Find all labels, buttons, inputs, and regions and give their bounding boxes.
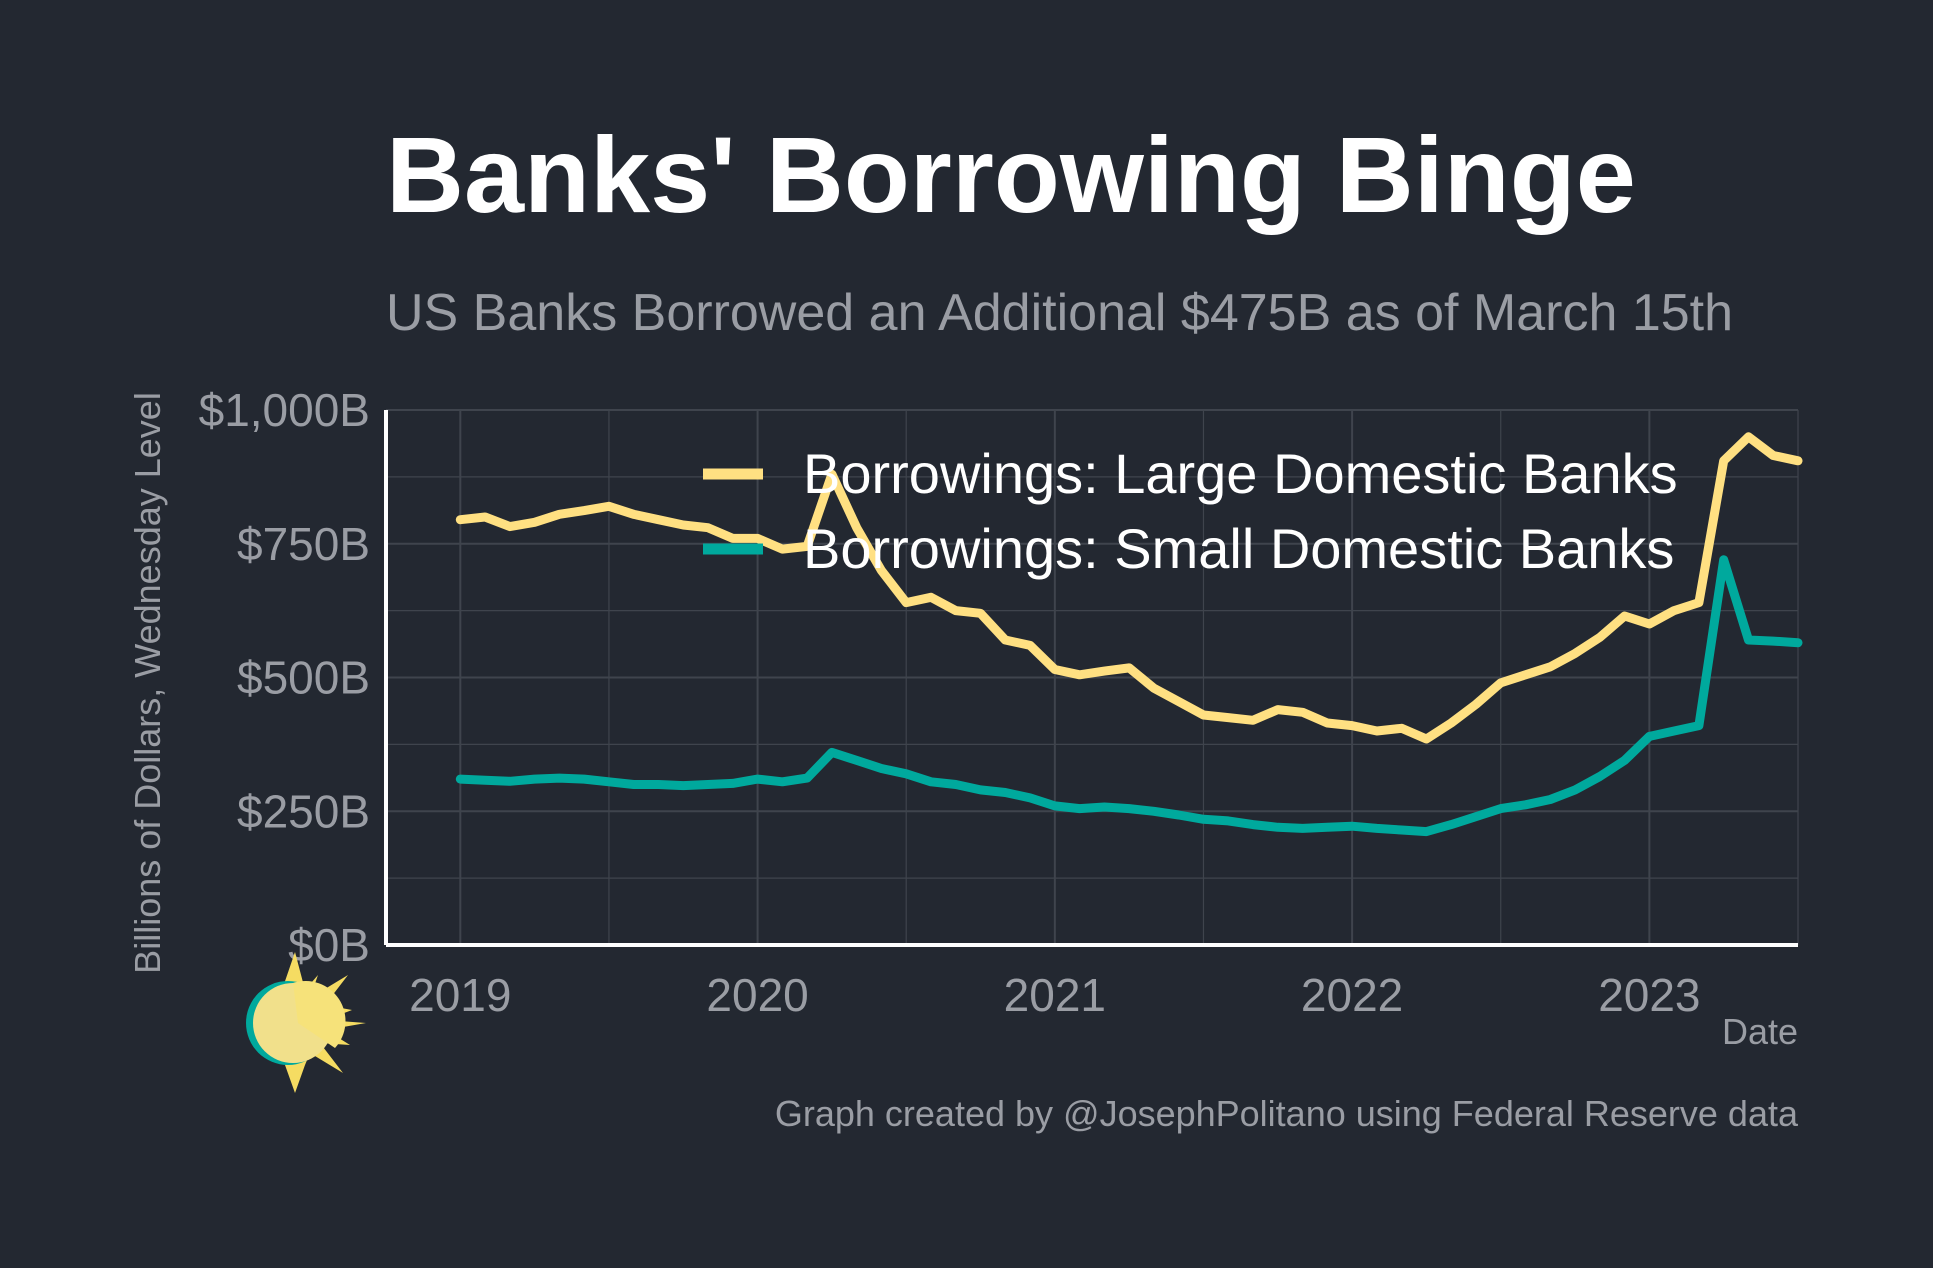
x-tick-label: 2020 <box>706 969 808 1021</box>
x-tick-label: 2019 <box>409 969 511 1021</box>
legend-label-large-banks: Borrowings: Large Domestic Banks <box>803 442 1678 505</box>
series-lines <box>455 432 1803 837</box>
y-tick-label: $500B <box>237 652 370 704</box>
chart-title: Banks' Borrowing Binge <box>386 114 1636 235</box>
y-tick-label: $0B <box>288 919 370 971</box>
y-tick-label: $750B <box>237 518 370 570</box>
series-line-large-banks <box>455 432 1803 744</box>
series-line-small-banks <box>455 555 1803 837</box>
chart-subtitle: US Banks Borrowed an Additional $475B as… <box>386 284 1733 342</box>
y-tick-label: $1,000B <box>199 384 370 436</box>
x-tick-label: 2021 <box>1004 969 1106 1021</box>
y-tick-label: $250B <box>237 785 370 837</box>
y-axis-ticks: $0B $250B $500B $750B $1,000B <box>199 384 370 971</box>
grid-lines <box>386 409 1799 946</box>
source-caption: Graph created by @JosephPolitano using F… <box>775 1093 1799 1134</box>
legend: Borrowings: Large Domestic Banks Borrowi… <box>703 442 1678 580</box>
legend-label-small-banks: Borrowings: Small Domestic Banks <box>803 517 1674 580</box>
sun-icon <box>246 952 366 1093</box>
x-tick-label: 2023 <box>1598 969 1700 1021</box>
x-axis-ticks: 2019 2020 2021 2022 2023 <box>409 969 1700 1021</box>
x-axis-title: Date <box>1722 1011 1798 1052</box>
x-tick-label: 2022 <box>1301 969 1403 1021</box>
y-axis-title: Billions of Dollars, Wednesday Level <box>127 392 168 974</box>
